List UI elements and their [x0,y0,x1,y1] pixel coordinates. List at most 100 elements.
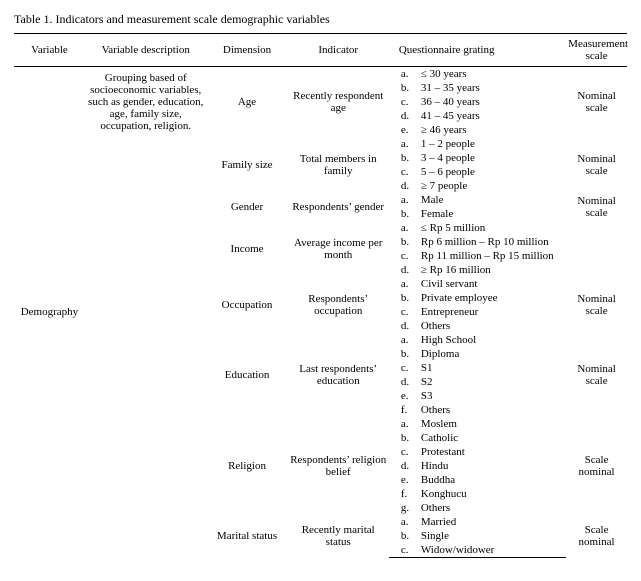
option-text: ≤ Rp 5 million [415,222,485,234]
cell-option: a.Moslem [389,417,566,431]
option-letter: e. [391,124,415,136]
cell-option: b.Rp 6 million – Rp 10 million [389,235,566,249]
option-letter: c. [391,362,415,374]
cell-option: c.Rp 11 million – Rp 15 million [389,249,566,263]
cell-option: d.≥ 7 people [389,179,566,193]
cell-indicator: Last respondents’ education [288,333,389,417]
option-text: Rp 6 million – Rp 10 million [415,236,549,248]
option-letter: c. [391,250,415,262]
cell-option: c.Widow/widower [389,543,566,558]
option-letter: d. [391,320,415,332]
cell-dimension: Age [207,67,288,138]
cell-option: d.Others [389,319,566,333]
option-letter: c. [391,446,415,458]
cell-indicator: Recently respondent age [288,67,389,138]
option-letter: b. [391,152,415,164]
cell-option: a.Male [389,193,566,207]
option-text: Others [415,404,450,416]
option-text: High School [415,334,476,346]
option-letter: e. [391,390,415,402]
cell-option: b.Diploma [389,347,566,361]
option-letter: d. [391,376,415,388]
table-row: IncomeAverage income per montha.≤ Rp 5 m… [14,221,627,235]
table-row: EducationLast respondents’ educationa.Hi… [14,333,627,347]
option-letter: d. [391,110,415,122]
cell-description: Grouping based of socioeconomic variable… [85,67,207,138]
option-text: Buddha [415,474,455,486]
cell-option: d.Hindu [389,459,566,473]
option-text: Civil servant [415,278,478,290]
cell-option: c.Entrepreneur [389,305,566,319]
cell-option: a.≤ 30 years [389,67,566,82]
cell-dimension: Occupation [207,277,288,333]
header-description: Variable description [85,34,207,67]
cell-option: b.3 – 4 people [389,151,566,165]
option-letter: a. [391,418,415,430]
option-text: Female [415,208,453,220]
cell-option: c.5 – 6 people [389,165,566,179]
option-text: Married [415,516,456,528]
cell-option: a.1 – 2 people [389,137,566,151]
cell-option: c.S1 [389,361,566,375]
cell-dimension: Education [207,333,288,417]
option-letter: e. [391,474,415,486]
cell-indicator: Total members in family [288,137,389,193]
option-letter: a. [391,222,415,234]
option-letter: c. [391,306,415,318]
option-text: Catholic [415,432,458,444]
cell-indicator: Respondents’ gender [288,193,389,221]
option-letter: c. [391,544,415,556]
cell-option: f.Others [389,403,566,417]
cell-option: a.Civil servant [389,277,566,291]
option-letter: b. [391,208,415,220]
option-text: 1 – 2 people [415,138,475,150]
option-text: Private employee [415,292,498,304]
table-row: Marital statusRecently marital statusa.M… [14,515,627,529]
option-text: Others [415,502,450,514]
option-letter: f. [391,488,415,500]
cell-scale: Scale nominal [566,417,627,515]
option-letter: b. [391,292,415,304]
option-text: Konghucu [415,488,467,500]
option-text: Widow/widower [415,544,495,556]
cell-scale: Nominal scale [566,67,627,138]
cell-option: b.31 – 35 years [389,81,566,95]
cell-option: c.Protestant [389,445,566,459]
option-letter: f. [391,404,415,416]
cell-option: f.Konghucu [389,487,566,501]
option-letter: c. [391,166,415,178]
option-text: Rp 11 million – Rp 15 million [415,250,554,262]
cell-option: b.Female [389,207,566,221]
cell-option: c.36 – 40 years [389,95,566,109]
table-row: ReligionRespondents’ religion beliefa.Mo… [14,417,627,431]
option-letter: c. [391,96,415,108]
header-variable: Variable [14,34,85,67]
option-text: ≥ Rp 16 million [415,264,491,276]
table-row: Family sizeTotal members in familya.1 – … [14,137,627,151]
cell-option: d.S2 [389,375,566,389]
option-text: Male [415,194,444,206]
cell-scale [566,221,627,277]
option-letter: d. [391,180,415,192]
cell-description-empty [85,221,207,277]
cell-option: g.Others [389,501,566,515]
cell-scale: Nominal scale [566,137,627,193]
option-text: Moslem [415,418,457,430]
header-indicator: Indicator [288,34,389,67]
option-text: S3 [415,390,433,402]
option-letter: d. [391,460,415,472]
cell-option: a.Married [389,515,566,529]
option-letter: a. [391,138,415,150]
cell-option: d.≥ Rp 16 million [389,263,566,277]
cell-option: a.≤ Rp 5 million [389,221,566,235]
cell-description-empty [85,137,207,193]
table-row: DemographyGrouping based of socioeconomi… [14,67,627,82]
cell-description-empty [85,417,207,515]
table-title: Table 1. Indicators and measurement scal… [14,12,627,27]
cell-option: e.S3 [389,389,566,403]
cell-indicator: Respondents’ occupation [288,277,389,333]
option-text: 5 – 6 people [415,166,475,178]
cell-description-empty [85,193,207,221]
cell-description-empty [85,515,207,558]
cell-option: d.41 – 45 years [389,109,566,123]
